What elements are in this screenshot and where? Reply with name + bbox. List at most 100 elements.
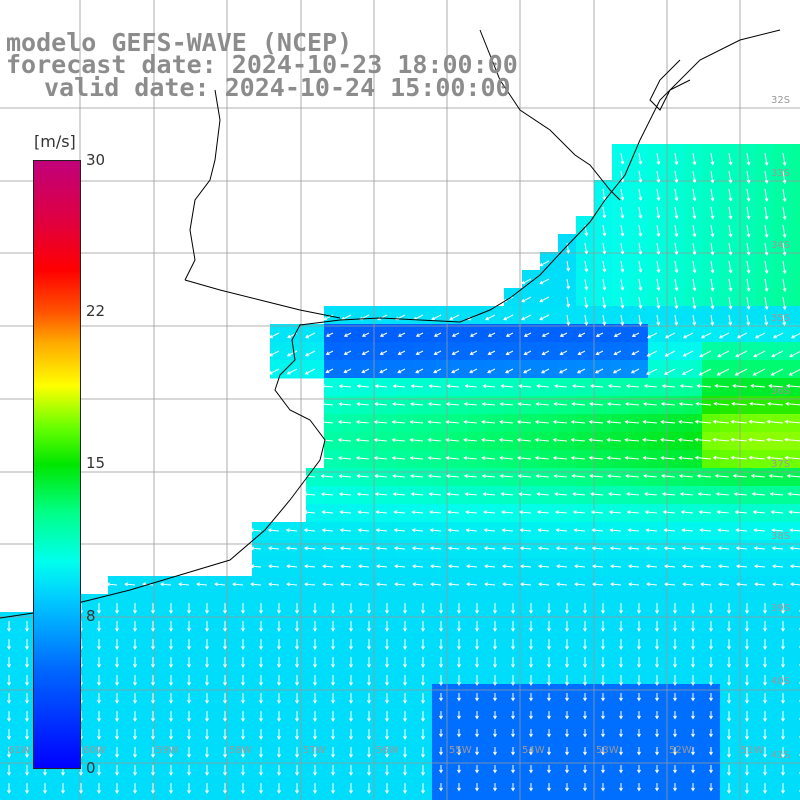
wind-vector-head bbox=[547, 646, 551, 650]
wind-vector bbox=[537, 385, 550, 388]
wind-vector-head bbox=[439, 628, 443, 632]
wind-vector-head bbox=[710, 161, 715, 166]
wind-vector bbox=[377, 583, 388, 586]
wind-vector-head bbox=[646, 353, 651, 357]
wind-speed-cell bbox=[378, 792, 397, 800]
wind-vector bbox=[678, 439, 694, 442]
wind-speed-cell bbox=[792, 180, 800, 199]
wind-vector bbox=[746, 224, 750, 237]
wind-speed-cell bbox=[414, 558, 433, 577]
wind-speed-cell bbox=[774, 342, 793, 361]
wind-speed-cell bbox=[324, 486, 343, 505]
colorbar-unit: [m/s] bbox=[34, 132, 76, 151]
wind-vector-head bbox=[692, 215, 697, 220]
wind-speed-cell bbox=[450, 522, 469, 541]
wind-vector-head bbox=[304, 564, 308, 569]
wind-vector bbox=[628, 547, 640, 550]
wind-vector bbox=[768, 403, 784, 406]
wind-vector-head bbox=[674, 215, 679, 220]
wind-speed-cell bbox=[684, 576, 703, 595]
wind-speed-cell bbox=[558, 396, 577, 415]
wind-vector-head bbox=[115, 790, 119, 794]
wind-vector-head bbox=[594, 369, 599, 374]
wind-speed-cell bbox=[468, 540, 487, 559]
wind-vector bbox=[326, 332, 334, 337]
wind-vector bbox=[713, 439, 730, 442]
wind-vector-head bbox=[727, 610, 731, 614]
wind-vector-head bbox=[655, 610, 659, 614]
wind-speed-cell bbox=[504, 378, 523, 397]
wind-vector-head bbox=[187, 610, 191, 614]
wind-speed-cell bbox=[594, 378, 613, 397]
wind-vector-head bbox=[781, 628, 785, 632]
wind-vector bbox=[710, 260, 714, 273]
wind-vector-head bbox=[321, 546, 326, 551]
wind-speed-cell bbox=[396, 432, 415, 451]
wind-speed-cell bbox=[396, 342, 415, 361]
wind-vector-head bbox=[681, 564, 686, 569]
wind-vector-head bbox=[716, 372, 721, 376]
wind-vector-head bbox=[643, 384, 648, 389]
wind-vector bbox=[674, 206, 678, 219]
wind-vector-head bbox=[302, 492, 307, 497]
wind-vector-head bbox=[475, 769, 479, 774]
wind-vector bbox=[664, 583, 676, 586]
wind-vector bbox=[620, 206, 624, 218]
wind-vector-head bbox=[160, 582, 164, 587]
wind-vector-head bbox=[529, 769, 533, 774]
wind-speed-cell bbox=[594, 504, 613, 523]
wind-speed-cell bbox=[594, 396, 613, 415]
wind-vector-head bbox=[241, 664, 245, 668]
wind-vector bbox=[628, 583, 640, 586]
wind-vector-head bbox=[367, 754, 371, 758]
wind-vector-head bbox=[655, 751, 659, 756]
wind-vector bbox=[696, 403, 712, 406]
wind-vector-head bbox=[574, 582, 578, 587]
wind-speed-cell bbox=[594, 468, 613, 487]
coastline-segment bbox=[479, 29, 621, 201]
wind-vector bbox=[735, 511, 748, 514]
wind-speed-cell bbox=[576, 396, 595, 415]
wind-vector bbox=[647, 350, 658, 357]
lat-label: 34S bbox=[771, 240, 791, 251]
wind-vector bbox=[717, 368, 730, 376]
wind-vector-head bbox=[735, 528, 740, 533]
wind-vector-head bbox=[637, 682, 641, 686]
wind-vector-head bbox=[205, 610, 209, 614]
wind-speed-cell bbox=[162, 576, 181, 595]
wind-vector bbox=[764, 242, 768, 256]
wind-vector-head bbox=[498, 438, 503, 442]
wind-vector bbox=[430, 511, 442, 514]
wind-vector-head bbox=[427, 456, 432, 461]
wind-speed-cell bbox=[342, 468, 361, 487]
wind-vector-head bbox=[570, 455, 575, 460]
wind-vector-head bbox=[602, 322, 607, 326]
wind-vector bbox=[560, 350, 568, 355]
wind-vector bbox=[340, 547, 352, 550]
wind-vector bbox=[646, 547, 658, 550]
wind-speed-cell bbox=[342, 504, 361, 523]
wind-vector bbox=[602, 260, 606, 272]
wind-speed-cell bbox=[468, 504, 487, 523]
wind-vector-head bbox=[187, 664, 191, 668]
wind-speed-cell bbox=[252, 792, 271, 800]
wind-vector bbox=[736, 547, 748, 550]
wind-speed-cell bbox=[378, 378, 397, 397]
wind-vector-head bbox=[787, 492, 792, 497]
wind-vector-head bbox=[626, 510, 631, 515]
wind-vector-head bbox=[540, 369, 545, 374]
wind-speed-cell bbox=[540, 522, 559, 541]
wind-vector-head bbox=[655, 769, 659, 774]
wind-vector-head bbox=[764, 269, 769, 274]
wind-vector bbox=[554, 403, 568, 406]
wind-vector-head bbox=[660, 455, 665, 460]
wind-vector bbox=[338, 439, 352, 442]
wind-speed-cell bbox=[702, 486, 721, 505]
wind-vector-head bbox=[566, 285, 571, 290]
wind-vector-head bbox=[97, 700, 101, 704]
wind-speed-cell bbox=[738, 396, 757, 415]
wind-vector-head bbox=[746, 322, 751, 326]
wind-vector-head bbox=[656, 197, 661, 202]
wind-vector-head bbox=[429, 510, 434, 515]
wind-vector-head bbox=[572, 510, 577, 515]
